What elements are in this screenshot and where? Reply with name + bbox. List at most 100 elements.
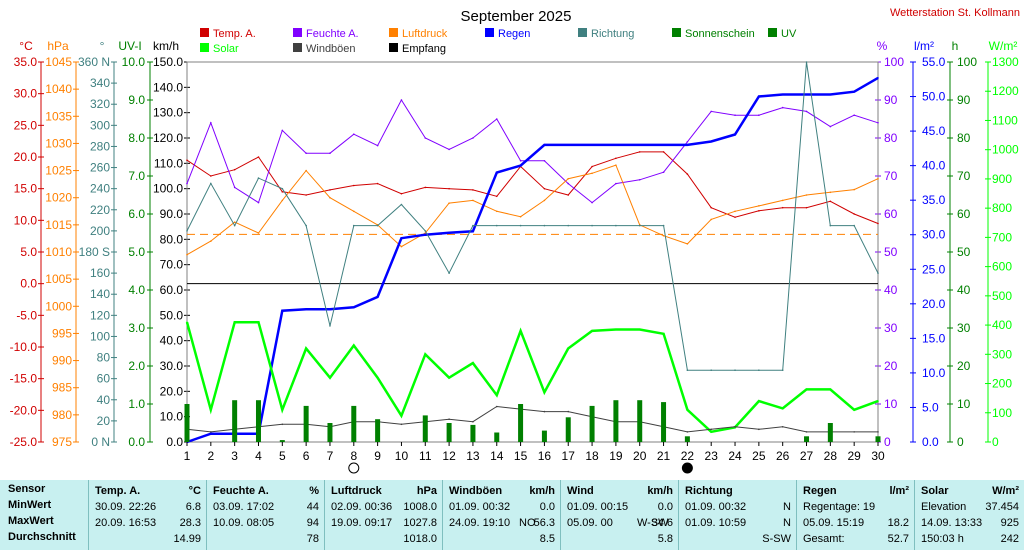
pct-tick-label: 70: [884, 169, 898, 183]
sun-tick-label: 50: [957, 245, 971, 259]
press-unit-label: hPa: [47, 39, 69, 53]
summary-row: 5.8: [561, 531, 679, 547]
temp-tick-label: 30.0: [14, 87, 38, 101]
series-point: [186, 182, 188, 185]
series-point: [615, 164, 617, 166]
press-tick-label: 1005: [45, 272, 72, 286]
series-point: [210, 182, 212, 185]
summary-row: Wind km/h: [561, 483, 679, 499]
series-point: [615, 144, 617, 146]
max-time: 20.09. 16:53: [95, 517, 157, 529]
pct-tick-label: 20: [884, 359, 898, 373]
dir-tick-label: 60: [97, 372, 111, 386]
series-point: [781, 93, 784, 96]
temp-tick-label: 20.0: [14, 150, 38, 164]
temp-tick-label: 35.0: [14, 55, 38, 69]
avg-value: 52.7: [887, 533, 909, 545]
series-point: [615, 328, 617, 331]
x-tick-label: 28: [824, 449, 838, 463]
summary-row: 10.09. 08:05 94: [207, 515, 325, 531]
kmh-tick-label: 20.0: [160, 384, 184, 398]
x-tick-label: 26: [776, 449, 790, 463]
max-value: 1027.8: [403, 517, 437, 529]
legend-swatch: [293, 43, 302, 52]
rain-tick-label: 10.0: [922, 366, 946, 380]
summary-column: Wind km/h 01.09. 00:15 0.0 05.09. 00 W-SW 34.6…: [560, 480, 679, 550]
press-tick-label: 1010: [45, 245, 72, 259]
x-tick-label: 6: [303, 449, 310, 463]
rain-tick-label: 25.0: [922, 262, 946, 276]
x-tick-label: 2: [207, 449, 214, 463]
temp-tick-label: -25.0: [10, 435, 38, 449]
summary-row: 19.09. 09:17 1027.8: [325, 515, 443, 531]
kmh-tick-label: 10.0: [160, 410, 184, 424]
series-point: [448, 376, 450, 379]
kmh-tick-label: 130.0: [153, 106, 183, 120]
series-point: [281, 129, 284, 132]
kmh-tick-label: 30.0: [160, 359, 184, 373]
series-point: [805, 194, 808, 196]
series-line: [186, 61, 879, 371]
x-tick-label: 27: [800, 449, 814, 463]
series-point: [638, 179, 641, 181]
series-point: [448, 418, 450, 421]
series-point: [329, 152, 331, 154]
summary-row: 01.09. 00:15 0.0: [561, 499, 679, 515]
summary-row: 78: [207, 531, 325, 547]
column-header: Wind: [567, 485, 594, 497]
series-point: [281, 187, 284, 190]
series-point: [305, 169, 307, 172]
series-point: [472, 189, 474, 191]
series-point: [591, 172, 593, 175]
legend-swatch: [672, 28, 681, 37]
series-point: [567, 224, 570, 227]
series-point: [567, 144, 570, 146]
kmh-tick-label: 100.0: [153, 182, 183, 196]
series-point: [662, 144, 665, 146]
sunshine-bar: [661, 402, 667, 442]
series-point: [257, 232, 260, 234]
series-point: [734, 210, 736, 213]
series-point: [519, 224, 522, 227]
series-point: [400, 423, 403, 426]
legend-label: Windböen: [306, 43, 356, 55]
series-point: [305, 194, 307, 196]
min-time: Elevation: [921, 501, 967, 513]
rain-tick-label: 50.0: [922, 90, 946, 104]
series-point: [543, 199, 546, 202]
sunshine-bar: [541, 430, 547, 442]
series-point: [829, 200, 832, 203]
series-point: [472, 362, 474, 364]
max-time: 01.09. 10:59: [685, 517, 747, 529]
summary-row: Regentage: 19: [797, 499, 915, 515]
row-label: Durchschnitt: [8, 531, 76, 543]
solar-tick-label: 900: [992, 172, 1012, 186]
sunshine-bar: [255, 400, 261, 442]
series-point: [567, 177, 570, 180]
moon-full-icon: [348, 462, 360, 474]
series-line: [185, 320, 879, 434]
series-point: [710, 428, 713, 431]
legend-swatch: [389, 43, 398, 52]
series-point: [400, 414, 403, 417]
dir-tick-label: 320: [90, 97, 110, 111]
series-point: [352, 224, 355, 227]
legend-swatch: [485, 28, 494, 37]
series-point: [686, 173, 689, 175]
series-point: [686, 141, 689, 143]
series-point: [257, 321, 260, 323]
uvi-tick-label: 4.0: [128, 283, 145, 297]
series-point: [662, 333, 665, 335]
series-point: [805, 61, 808, 63]
series-point: [424, 353, 427, 356]
series-point: [567, 410, 570, 413]
series-point: [781, 369, 784, 372]
summary-row: Elevation 37.454: [915, 499, 1024, 515]
series-point: [734, 114, 736, 116]
max-time: 05.09. 15:19: [803, 517, 865, 529]
series-point: [734, 216, 736, 218]
press-tick-label: 1040: [45, 82, 72, 96]
series-point: [877, 177, 879, 180]
avg-label: 150:03 h: [921, 533, 964, 545]
series-point: [853, 188, 855, 191]
